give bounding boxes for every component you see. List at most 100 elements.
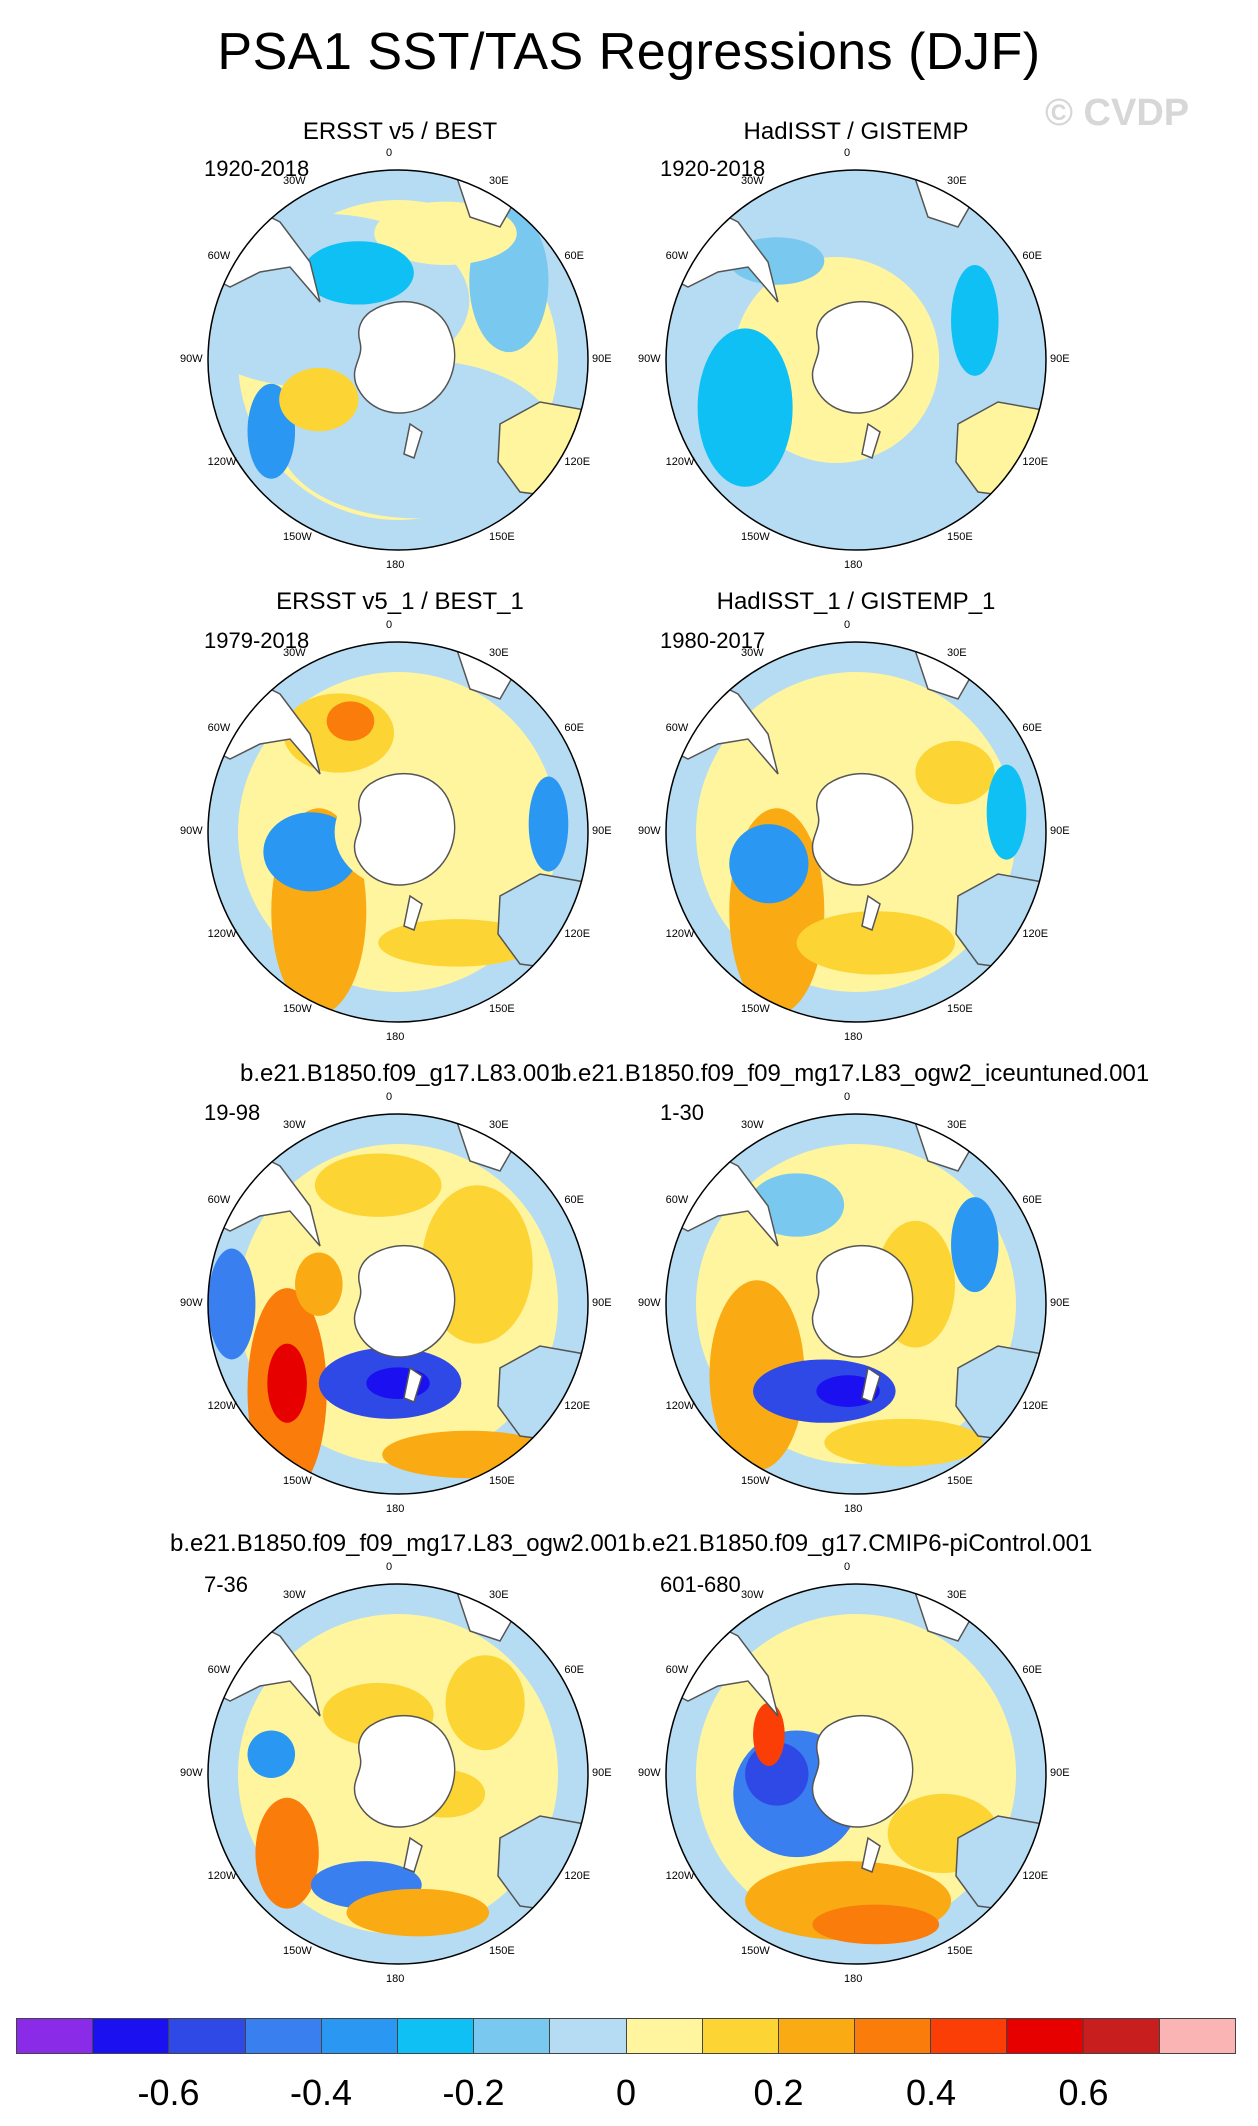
longitude-label: 60W bbox=[207, 1194, 231, 1206]
map-border bbox=[665, 1113, 1047, 1495]
longitude-label: 30W bbox=[283, 174, 306, 187]
longitude-label: 0 bbox=[844, 1091, 851, 1103]
longitude-label: 0 bbox=[844, 147, 851, 159]
longitude-label: 0 bbox=[386, 1091, 393, 1103]
longitude-label: 60E bbox=[1022, 722, 1042, 734]
panel-title-6: b.e21.B1850.f09_f09_mg17.L83_ogw2_iceunt… bbox=[558, 1060, 1150, 1087]
longitude-label: 60W bbox=[207, 1664, 231, 1676]
anomaly-region bbox=[528, 776, 569, 872]
longitude-label: 30E bbox=[947, 1118, 967, 1131]
colorbar-swatch bbox=[474, 2019, 551, 2053]
anomaly-region bbox=[295, 1252, 343, 1316]
panel-title-3: ERSST v5_1 / BEST_1 bbox=[276, 588, 524, 615]
colorbar-swatch bbox=[93, 2019, 170, 2053]
polar-map-2: 0 30E 60E 90E 120E 150E 180 150W 120W 90W 60W 30W bbox=[638, 147, 1070, 571]
colorbar-tick-label: 0.4 bbox=[905, 2072, 957, 2113]
anomaly-region bbox=[951, 1197, 999, 1293]
longitude-label: 0 bbox=[844, 1561, 851, 1573]
panel-period-7: 7-36 bbox=[204, 1572, 249, 1597]
longitude-label: 0 bbox=[386, 619, 393, 631]
longitude-label: 150W bbox=[283, 1475, 312, 1488]
panel-title-7: b.e21.B1850.f09_f09_mg17.L83_ogw2.001 bbox=[170, 1530, 631, 1557]
longitude-label: 180 bbox=[844, 559, 863, 571]
longitude-label: 60W bbox=[665, 1194, 689, 1206]
panel-period-4: 1980-2017 bbox=[660, 628, 766, 653]
longitude-label: 60W bbox=[665, 250, 689, 262]
longitude-label: 60E bbox=[1022, 1194, 1042, 1206]
longitude-label: 120W bbox=[207, 1400, 237, 1412]
panel-period-2: 1920-2018 bbox=[660, 156, 766, 181]
colorbar-swatch bbox=[702, 2019, 779, 2053]
anomaly-region bbox=[267, 1343, 307, 1423]
colorbar-swatch bbox=[550, 2019, 627, 2053]
polar-map-6: 0 30E 60E 90E 120E 150E 180 150W 120W 90W 60W 30W bbox=[638, 1091, 1070, 1515]
anomaly-region bbox=[666, 1584, 1046, 1964]
anomaly-region bbox=[302, 241, 414, 305]
new-zealand-landmass bbox=[861, 1366, 881, 1403]
longitude-label: 90W bbox=[638, 1297, 661, 1309]
anomaly-region bbox=[378, 919, 537, 967]
colorbar-tick-label: -0.6 bbox=[137, 2072, 200, 2113]
longitude-label: 120W bbox=[665, 928, 695, 940]
polar-map-svg bbox=[665, 1113, 1047, 1495]
colorbar-tick-label: 0.6 bbox=[1058, 2072, 1109, 2113]
anomaly-region bbox=[812, 1904, 940, 1945]
copyright-watermark: © CVDP bbox=[1045, 92, 1190, 134]
map-border bbox=[665, 641, 1047, 1023]
map-border bbox=[665, 169, 1047, 551]
polar-map-svg bbox=[665, 641, 1047, 1023]
panel-period-3: 1979-2018 bbox=[204, 628, 310, 653]
new-zealand-landmass bbox=[403, 1366, 423, 1403]
colorbar-swatch bbox=[397, 2019, 475, 2053]
longitude-label: 60W bbox=[665, 1664, 689, 1676]
longitude-label: 60E bbox=[564, 1664, 584, 1676]
longitude-label: 90E bbox=[592, 825, 612, 837]
panel-title-5: b.e21.B1850.f09_g17.L83.001 bbox=[240, 1060, 563, 1087]
new-zealand-landmass bbox=[403, 422, 423, 459]
map-border bbox=[207, 1583, 589, 1965]
longitude-label: 90W bbox=[180, 825, 203, 837]
longitude-label: 120E bbox=[564, 928, 591, 940]
longitude-label: 120E bbox=[1022, 456, 1049, 468]
anomaly-region bbox=[796, 911, 955, 975]
anomaly-region bbox=[666, 1114, 1046, 1494]
longitude-label: 30E bbox=[489, 1118, 509, 1131]
anomaly-region bbox=[247, 1730, 296, 1778]
panel-period-8: 601-680 bbox=[660, 1572, 741, 1597]
anomaly-region bbox=[753, 1702, 785, 1767]
anomaly-region bbox=[263, 812, 359, 892]
longitude-label: 180 bbox=[386, 1973, 405, 1985]
anomaly-region bbox=[255, 1797, 319, 1909]
colorbar-swatch bbox=[931, 2019, 1008, 2053]
longitude-label: 90E bbox=[592, 1297, 612, 1309]
longitude-label: 120E bbox=[564, 456, 591, 468]
longitude-label: 120W bbox=[665, 1870, 695, 1882]
longitude-label: 30W bbox=[741, 1588, 764, 1601]
longitude-label: 180 bbox=[386, 559, 405, 571]
anomaly-region bbox=[824, 1418, 983, 1467]
antarctica-landmass bbox=[353, 1244, 456, 1358]
panel-title-2: HadISST / GISTEMP bbox=[743, 118, 969, 145]
panel-title-8: b.e21.B1850.f09_g17.CMIP6-piControl.001 bbox=[632, 1530, 1093, 1557]
longitude-label: 180 bbox=[386, 1031, 405, 1043]
longitude-label: 180 bbox=[844, 1031, 863, 1043]
longitude-label: 90E bbox=[592, 353, 612, 365]
longitude-label: 30W bbox=[283, 1118, 306, 1131]
anomaly-region bbox=[208, 1584, 588, 1964]
panel-title-4: HadISST_1 / GISTEMP_1 bbox=[716, 588, 996, 615]
anomaly-region bbox=[915, 740, 995, 805]
longitude-label: 30E bbox=[489, 646, 509, 659]
longitude-label: 120W bbox=[207, 1870, 237, 1882]
longitude-label: 150W bbox=[741, 1945, 770, 1958]
panel-period-5: 19-98 bbox=[204, 1100, 261, 1125]
panel-period-1: 1920-2018 bbox=[204, 156, 310, 181]
longitude-label: 90W bbox=[638, 1767, 661, 1779]
longitude-label: 30W bbox=[741, 1118, 764, 1131]
map-border bbox=[665, 1583, 1047, 1965]
colorbar-swatch bbox=[1159, 2019, 1235, 2053]
anomaly-region bbox=[279, 367, 359, 432]
longitude-label: 120E bbox=[564, 1870, 591, 1882]
longitude-label: 60W bbox=[665, 722, 689, 734]
anomaly-region bbox=[666, 642, 1046, 1022]
longitude-label: 90E bbox=[1050, 1297, 1070, 1309]
